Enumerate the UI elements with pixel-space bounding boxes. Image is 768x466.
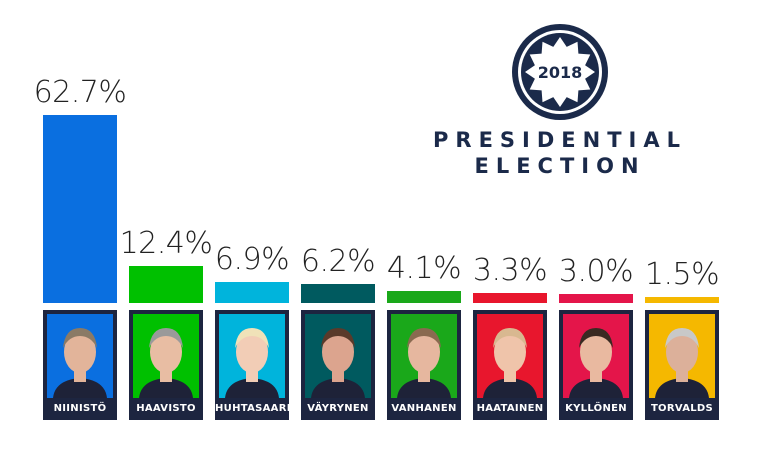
value-label: 3.3% [472,253,548,289]
candidate-card: TORVALDS [645,310,719,420]
logo-title-line2: ELECTION [474,154,646,178]
candidate-card: HUHTASAARI [215,310,291,420]
bar-huhtasaari [215,282,289,303]
candidate-card: KYLLÖNEN [559,310,633,420]
candidate-photo [649,314,715,398]
candidate-photo [133,314,199,398]
candidate-card: VANHANEN [387,310,461,420]
candidate-name: HUHTASAARI [215,403,291,414]
bar-väyrynen [301,284,375,303]
candidate-photo [563,314,629,398]
value-label: 3.0% [558,254,634,289]
candidate-name: TORVALDS [650,403,714,414]
logo-year: 2018 [538,63,583,82]
candidate-card: VÄYRYNEN [301,310,375,420]
bar-niinistö [43,115,117,303]
candidate-photo [477,314,543,398]
value-label: 6.9% [214,242,290,278]
bar-vanhanen [387,290,461,303]
candidate-name: VÄYRYNEN [307,403,369,414]
bar-torvalds [645,297,719,303]
value-label: 62.7% [33,75,127,110]
value-label: 1.5% [644,257,720,292]
candidate-name: HAAVISTO [136,403,196,414]
logo-title-line1: PRESIDENTIAL [433,128,687,152]
bar-kyllönen [559,294,633,303]
candidate-photo [47,314,113,398]
value-label: 4.1% [386,250,462,286]
value-label: 6.2% [300,244,376,280]
candidate-name: KYLLÖNEN [565,403,627,414]
bar-haavisto [129,265,203,303]
election-logo: 2018 [510,22,610,126]
candidate-name: NIINISTÖ [53,403,107,414]
candidate-photo [219,314,285,398]
candidate-photo [305,314,371,398]
candidate-name: HAATAINEN [476,403,544,414]
bar-haatainen [473,293,547,303]
value-label: 12.4% [119,225,213,261]
seal-icon: 2018 [512,24,608,120]
candidate-card: HAAVISTO [129,310,203,420]
candidate-card: NIINISTÖ [43,310,117,420]
candidate-card: HAATAINEN [473,310,547,420]
candidate-name: VANHANEN [391,403,457,414]
candidate-photo [391,314,457,398]
